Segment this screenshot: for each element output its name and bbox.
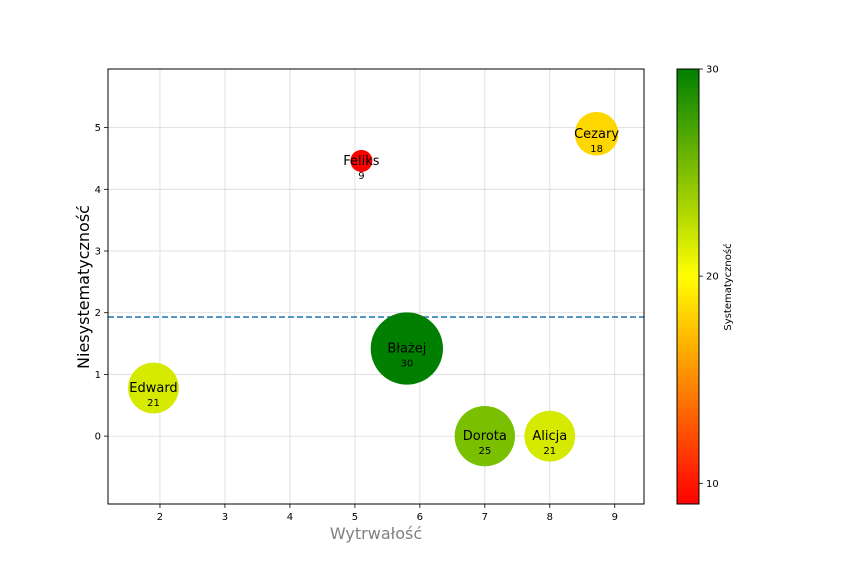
- colorbar: [676, 68, 700, 505]
- colorbar-tick-label: 20: [706, 272, 719, 283]
- bubble-value-label: 9: [358, 171, 364, 182]
- bubble: [454, 405, 515, 467]
- x-axis-label: Wytrwałość: [330, 524, 422, 543]
- bubble-value-label: 21: [543, 446, 556, 457]
- y-tick-label: 3: [95, 247, 101, 258]
- bubble-name-label: Cezary: [574, 127, 619, 142]
- y-tick-label: 1: [95, 370, 101, 381]
- grid-lines: [108, 69, 644, 504]
- bubble: [350, 149, 373, 172]
- plot-frame: [107, 68, 645, 505]
- x-tick-label: 2: [157, 512, 163, 523]
- colorbar-label: Systematyczność: [722, 243, 734, 330]
- bubble: [524, 410, 576, 462]
- bubble-value-label: 18: [590, 144, 603, 155]
- bubble: [128, 362, 179, 414]
- bubble-name-label: Dorota: [463, 429, 507, 444]
- x-tick-label: 5: [352, 512, 358, 523]
- x-tick-label: 6: [417, 512, 423, 523]
- y-axis-label: Niesystematyczność: [74, 205, 93, 369]
- y-axis-ticks: 0 1 2 3 4 5: [95, 123, 108, 443]
- bubble: [370, 312, 444, 385]
- x-tick-label: 3: [222, 512, 228, 523]
- x-tick-label: 7: [482, 512, 488, 523]
- bubble: [574, 111, 619, 156]
- bubble-value-label: 21: [147, 398, 160, 409]
- x-tick-label: 4: [287, 512, 293, 523]
- x-tick-label: 9: [612, 512, 618, 523]
- bubble-name-label: Edward: [129, 381, 177, 396]
- bubble-value-label: 25: [478, 446, 491, 457]
- colorbar-ticks: 10 20 30: [699, 65, 719, 490]
- y-tick-label: 4: [95, 185, 101, 196]
- y-tick-label: 0: [95, 432, 101, 443]
- bubble-name-label: Alicja: [532, 429, 567, 444]
- y-tick-label: 5: [95, 123, 101, 134]
- y-tick-label: 2: [95, 308, 101, 319]
- bubble-name-label: Feliks: [343, 154, 380, 169]
- bubble-value-label: 30: [400, 359, 413, 370]
- x-tick-label: 8: [547, 512, 553, 523]
- colorbar-tick-label: 10: [706, 479, 719, 490]
- x-axis-ticks: 2 3 4 5 6 7 8 9: [157, 504, 618, 523]
- colorbar-tick-label: 30: [706, 65, 719, 76]
- bubble-name-label: Błażej: [387, 342, 426, 357]
- bubbles: Alicja 21 Błażej 30 Cezary 18 Dorota 25 Edward 21…: [128, 111, 619, 467]
